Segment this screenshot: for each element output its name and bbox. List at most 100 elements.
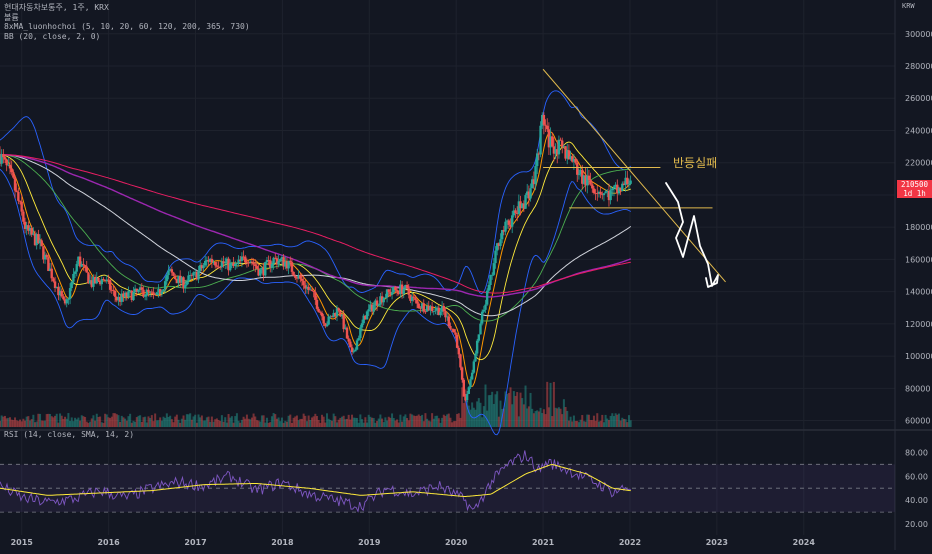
- candle-body: [239, 259, 242, 261]
- candle-body: [20, 201, 23, 212]
- volume-bar: [387, 416, 390, 427]
- candle-body: [57, 286, 60, 296]
- volume-bar: [621, 417, 624, 427]
- ma-legend[interactable]: 8xMA_luonhochoi (5, 10, 20, 60, 120, 200…: [4, 22, 250, 31]
- candle-body: [387, 289, 390, 292]
- volume-bar: [451, 422, 454, 427]
- volume-bar: [494, 394, 497, 427]
- user-drawings[interactable]: [542, 68, 726, 288]
- volume-bar: [234, 416, 237, 427]
- volume-bar: [579, 419, 582, 427]
- volume-bar: [472, 407, 475, 427]
- candle-body: [127, 291, 130, 298]
- candle-body: [52, 278, 55, 282]
- candle-body: [609, 190, 612, 201]
- symbol-title[interactable]: 현대자동차보통주, 1주, KRX: [4, 3, 109, 12]
- volume-bar: [456, 414, 459, 427]
- volume-bar: [44, 420, 47, 427]
- volume-bar: [312, 416, 315, 427]
- volume-bar: [497, 416, 500, 427]
- volume-bar: [190, 419, 193, 427]
- volume-bar: [279, 421, 282, 427]
- volume-bar: [537, 411, 540, 427]
- candle-body: [359, 327, 362, 339]
- candle-body: [586, 175, 589, 186]
- candle-body: [352, 351, 355, 353]
- candle-body: [250, 261, 254, 263]
- candle-body: [217, 266, 220, 268]
- annotation-text[interactable]: 반등실패: [673, 156, 717, 170]
- volume-bar: [362, 422, 365, 427]
- volume-bar: [512, 391, 515, 427]
- volume-bar: [310, 417, 313, 427]
- candle-body: [289, 260, 292, 263]
- candle-body: [547, 129, 551, 148]
- volume-bar: [114, 413, 117, 427]
- candle-body: [445, 316, 449, 318]
- candle-body: [310, 289, 314, 291]
- volume-bar: [361, 419, 364, 427]
- candle-body: [622, 183, 626, 185]
- candle-body: [178, 275, 182, 283]
- volume-bar: [90, 418, 93, 427]
- candle-body: [210, 258, 214, 263]
- volume-bar: [295, 415, 298, 427]
- volume-legend[interactable]: 볼륨: [4, 12, 19, 22]
- volume-bar: [351, 414, 354, 427]
- volume-bar: [412, 415, 415, 427]
- volume-bar: [224, 417, 227, 427]
- volume-bar: [612, 416, 615, 427]
- candle-body: [138, 287, 142, 291]
- volume-bar: [322, 416, 325, 427]
- candle-body: [557, 139, 561, 155]
- volume-bar: [72, 421, 75, 427]
- candle-body: [412, 296, 415, 298]
- volume-bar: [149, 417, 152, 427]
- volume-bar: [22, 418, 25, 427]
- candle-body: [35, 234, 38, 246]
- volume-bar: [534, 411, 537, 427]
- candle-body: [307, 286, 310, 290]
- volume-bar: [457, 413, 460, 427]
- candle-body: [25, 225, 28, 229]
- volume-bar: [607, 420, 610, 427]
- candle-body: [254, 264, 257, 267]
- bb-legend[interactable]: BB (20, close, 2, 0): [4, 31, 101, 41]
- candle-body: [479, 323, 482, 335]
- candle-body: [440, 305, 444, 312]
- candle-body: [264, 262, 267, 276]
- candle-body: [484, 304, 487, 310]
- candle-body: [215, 265, 219, 267]
- volume-bar: [552, 381, 555, 427]
- candle-body: [112, 290, 115, 291]
- volume-bar: [466, 400, 469, 427]
- volume-bar: [270, 416, 273, 427]
- candle-body: [312, 290, 315, 292]
- volume-bar: [429, 421, 432, 427]
- candle-body: [347, 338, 350, 342]
- candle-body: [499, 239, 502, 246]
- volume-bar: [174, 416, 177, 427]
- candle-body: [409, 294, 412, 301]
- candle-body: [187, 275, 190, 282]
- volume-bar: [284, 420, 287, 427]
- volume-bar: [499, 400, 502, 427]
- candle-body: [395, 290, 399, 292]
- candle-body: [230, 262, 234, 264]
- volume-bar: [427, 420, 430, 427]
- volume-bar: [74, 417, 77, 427]
- candle-body: [68, 288, 72, 300]
- y-tick-label: 280000: [905, 62, 932, 71]
- volume-bar: [127, 416, 130, 427]
- candle-body: [63, 299, 67, 304]
- x-tick-label: 2019: [358, 538, 381, 547]
- volume-bar: [469, 409, 472, 427]
- candle-body: [449, 326, 452, 329]
- volume-bar: [219, 421, 222, 427]
- volume-bar: [257, 420, 260, 427]
- volume-bar: [539, 407, 542, 427]
- volume-bar: [421, 414, 424, 427]
- candle-body: [360, 323, 364, 328]
- candle-body: [165, 275, 169, 282]
